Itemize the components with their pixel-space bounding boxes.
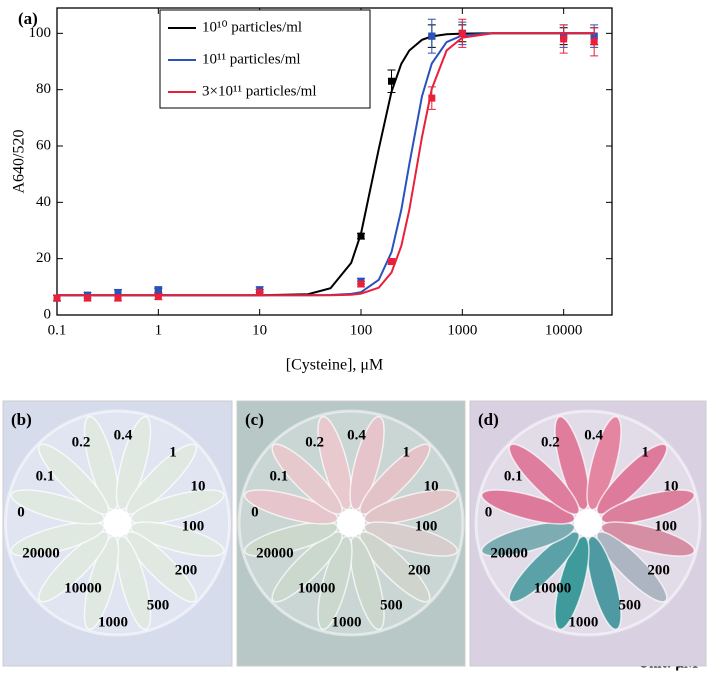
- tube-label: 200: [647, 562, 670, 578]
- x-tick-label: 10000: [545, 322, 583, 338]
- tube-label: 20000: [256, 545, 294, 561]
- y-tick-label: 40: [36, 194, 51, 210]
- data-point: [114, 294, 122, 302]
- tube-label: 0.2: [305, 434, 324, 450]
- rack-hole: [337, 509, 365, 537]
- tube-label: 1000: [332, 614, 362, 630]
- data-point: [387, 257, 395, 265]
- fit-curve: [57, 32, 595, 297]
- x-tick-label: 100: [350, 322, 373, 338]
- tube-label: 10000: [298, 580, 336, 596]
- tube-label: 10: [424, 478, 439, 494]
- y-axis-label: A640/520: [11, 130, 28, 194]
- plot-frame: [56, 7, 613, 316]
- y-tick-label: 100: [29, 25, 52, 41]
- tube-label: 200: [408, 562, 431, 578]
- data-point: [256, 288, 264, 296]
- tube: [130, 489, 225, 525]
- data-point: [357, 232, 365, 240]
- tube-label: 0.1: [504, 468, 523, 484]
- tube-label: 10: [191, 478, 206, 494]
- legend-label: 10¹¹ particles/ml: [202, 51, 301, 67]
- x-tick-label: 1: [155, 322, 163, 338]
- tube: [130, 521, 225, 557]
- tube: [10, 489, 105, 525]
- tube-label: 0: [251, 504, 259, 520]
- tube-label: 0.1: [36, 468, 55, 484]
- tube-label: 1: [403, 444, 411, 460]
- photo-label: (d): [478, 410, 499, 429]
- tube-label: 100: [415, 518, 438, 534]
- data-point: [560, 35, 568, 43]
- tube-label: 200: [175, 562, 198, 578]
- photo-label: (c): [245, 410, 264, 429]
- legend-label: 10¹⁰ particles/ml: [202, 19, 302, 35]
- data-point: [357, 280, 365, 288]
- tube-label: 500: [147, 597, 170, 613]
- tube-label: 20000: [490, 545, 528, 561]
- tube-label: 1000: [98, 614, 128, 630]
- x-tick-label: 0.1: [48, 322, 67, 338]
- data-point: [428, 94, 436, 102]
- y-tick-label: 80: [36, 81, 51, 97]
- y-tick-label: 60: [36, 137, 51, 153]
- tube-label: 0.2: [72, 434, 91, 450]
- tube-label: 500: [618, 597, 641, 613]
- data-point: [84, 294, 92, 302]
- tube-label: 1: [641, 444, 649, 460]
- tube-label: 100: [182, 518, 205, 534]
- legend-label: 3×10¹¹ particles/ml: [202, 83, 317, 99]
- rack-hole: [103, 509, 132, 537]
- data-point: [154, 286, 162, 294]
- x-tick-label: 1000: [447, 322, 477, 338]
- tube-label: 10000: [64, 580, 102, 596]
- data-point: [458, 29, 466, 37]
- tube-label: 500: [380, 597, 403, 613]
- tube-label: 0: [17, 504, 25, 520]
- y-tick-label: 0: [44, 306, 52, 322]
- tube-label: 10000: [534, 580, 572, 596]
- panel-label: (a): [18, 9, 38, 28]
- tube-label: 0.4: [584, 427, 603, 443]
- tube-label: 100: [655, 518, 678, 534]
- x-axis-label: [Cysteine], μM: [286, 357, 383, 374]
- data-point: [590, 38, 598, 46]
- data-point: [114, 288, 122, 296]
- tube-label: 0.1: [269, 468, 288, 484]
- tube-label: 0: [485, 504, 493, 520]
- data-point: [428, 32, 436, 40]
- tube-label: 20000: [22, 545, 60, 561]
- tube-label: 0.2: [541, 434, 560, 450]
- data-point: [387, 77, 395, 85]
- y-tick-label: 20: [36, 250, 51, 266]
- rack-hole: [574, 509, 602, 537]
- tube-label: 1: [169, 444, 177, 460]
- tube-label: 10: [663, 478, 678, 494]
- data-point: [154, 293, 162, 301]
- tube: [10, 521, 105, 557]
- x-tick-label: 10: [252, 322, 267, 338]
- tube-label: 1000: [568, 614, 598, 630]
- photo-label: (b): [11, 410, 32, 429]
- data-point: [53, 294, 61, 302]
- tube-label: 0.4: [114, 427, 133, 443]
- tube-label: 0.4: [347, 427, 366, 443]
